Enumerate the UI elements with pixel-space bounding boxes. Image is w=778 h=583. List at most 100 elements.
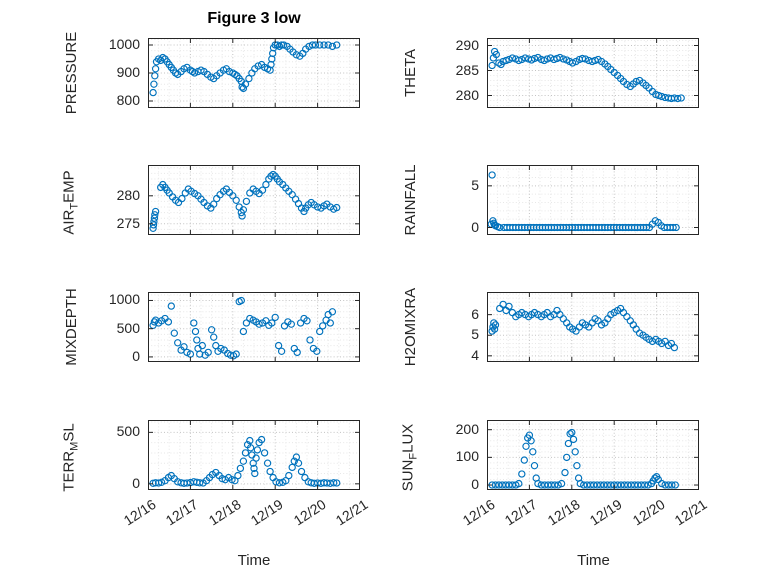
data-point — [287, 320, 295, 328]
data-point — [150, 318, 159, 326]
data-point — [515, 479, 523, 488]
data-point — [280, 322, 289, 330]
data-point — [190, 69, 199, 77]
data-point — [198, 341, 206, 350]
plot-area-air-temp — [148, 165, 360, 235]
data-point — [505, 55, 513, 64]
data-point — [151, 207, 160, 216]
data-point — [508, 54, 517, 62]
data-point — [207, 326, 216, 334]
ytick-label-sun-flux: 0 — [471, 476, 479, 493]
x-axis-label-right: Time — [577, 552, 610, 569]
data-point — [210, 333, 218, 341]
data-point — [285, 471, 293, 480]
data-point — [556, 53, 564, 62]
data-point — [241, 80, 250, 88]
data-point — [495, 481, 503, 489]
data-point — [672, 223, 680, 232]
data-point — [183, 348, 191, 357]
data-point — [266, 467, 274, 476]
plot-theta — [487, 38, 699, 108]
data-point — [328, 42, 337, 51]
data-point — [488, 171, 496, 179]
data-point — [157, 478, 166, 486]
data-point — [559, 55, 567, 63]
data-point — [150, 214, 159, 222]
data-point — [537, 481, 545, 489]
data-point — [637, 481, 645, 489]
data-point — [250, 464, 258, 473]
data-point — [149, 88, 157, 97]
ytick-label-pressure: 800 — [116, 92, 140, 108]
data-point — [174, 339, 182, 347]
data-point — [239, 457, 248, 465]
data-point — [296, 319, 305, 327]
data-point — [669, 223, 677, 232]
data-point — [527, 437, 535, 445]
data-point — [232, 350, 240, 358]
plot-terr-msl — [148, 420, 360, 490]
data-point — [229, 192, 237, 200]
plot-h2omixra — [487, 292, 699, 362]
data-point — [634, 481, 642, 489]
data-point — [551, 481, 559, 489]
data-point — [149, 221, 158, 229]
data-point — [271, 313, 279, 322]
data-point — [257, 435, 266, 444]
data-point — [245, 74, 253, 83]
ytick-label-mixdepth: 500 — [116, 319, 140, 336]
data-point — [547, 481, 556, 489]
data-point — [277, 347, 286, 355]
data-point — [294, 459, 303, 467]
data-point — [566, 430, 574, 438]
data-point — [644, 481, 652, 489]
data-point — [557, 479, 566, 488]
ylabel-part: F — [407, 452, 420, 460]
data-point — [253, 446, 262, 454]
data-point — [603, 481, 612, 489]
ytick-label-theta: 280 — [455, 86, 479, 103]
ylabel-part: H2OMIXRA — [402, 287, 419, 367]
data-point — [623, 313, 631, 321]
data-point — [300, 207, 308, 216]
data-point — [568, 428, 576, 437]
ytick-label-mixdepth: 1000 — [108, 291, 140, 308]
ytick-label-theta: 290 — [455, 36, 479, 53]
data-point — [580, 481, 588, 489]
data-point — [313, 347, 321, 355]
data-point — [505, 302, 513, 311]
data-point — [671, 481, 679, 489]
data-point — [326, 319, 334, 327]
plot-area-sun-flux — [487, 420, 699, 490]
data-point — [151, 211, 159, 219]
data-point — [330, 479, 338, 487]
ytick-label-terr-msl: 500 — [116, 423, 140, 440]
data-point — [670, 343, 679, 352]
ytick-label-sun-flux: 200 — [455, 420, 479, 437]
ylabel-part: T — [68, 202, 81, 210]
ytick-label-air-temp: 275 — [116, 214, 140, 231]
data-point — [167, 302, 175, 310]
data-point — [246, 189, 254, 197]
data-point — [225, 67, 234, 76]
data-point — [258, 186, 267, 194]
data-point — [491, 481, 500, 489]
data-point — [333, 479, 341, 487]
plot-area-pressure — [148, 38, 360, 108]
data-point — [272, 478, 280, 486]
data-point — [149, 224, 157, 232]
data-point — [617, 481, 625, 489]
ytick-label-rainfall: 5 — [471, 176, 479, 193]
data-point — [573, 462, 581, 470]
ytick-label-h2omixra: 4 — [471, 346, 479, 363]
ytick-label-rainfall: 0 — [471, 218, 479, 235]
ylabel-part: M — [68, 441, 81, 451]
data-point — [288, 191, 296, 199]
data-point — [632, 77, 640, 86]
data-point — [246, 444, 255, 452]
data-point — [248, 451, 256, 459]
data-point — [180, 343, 188, 351]
data-point — [316, 41, 324, 49]
plot-pressure — [148, 38, 360, 108]
